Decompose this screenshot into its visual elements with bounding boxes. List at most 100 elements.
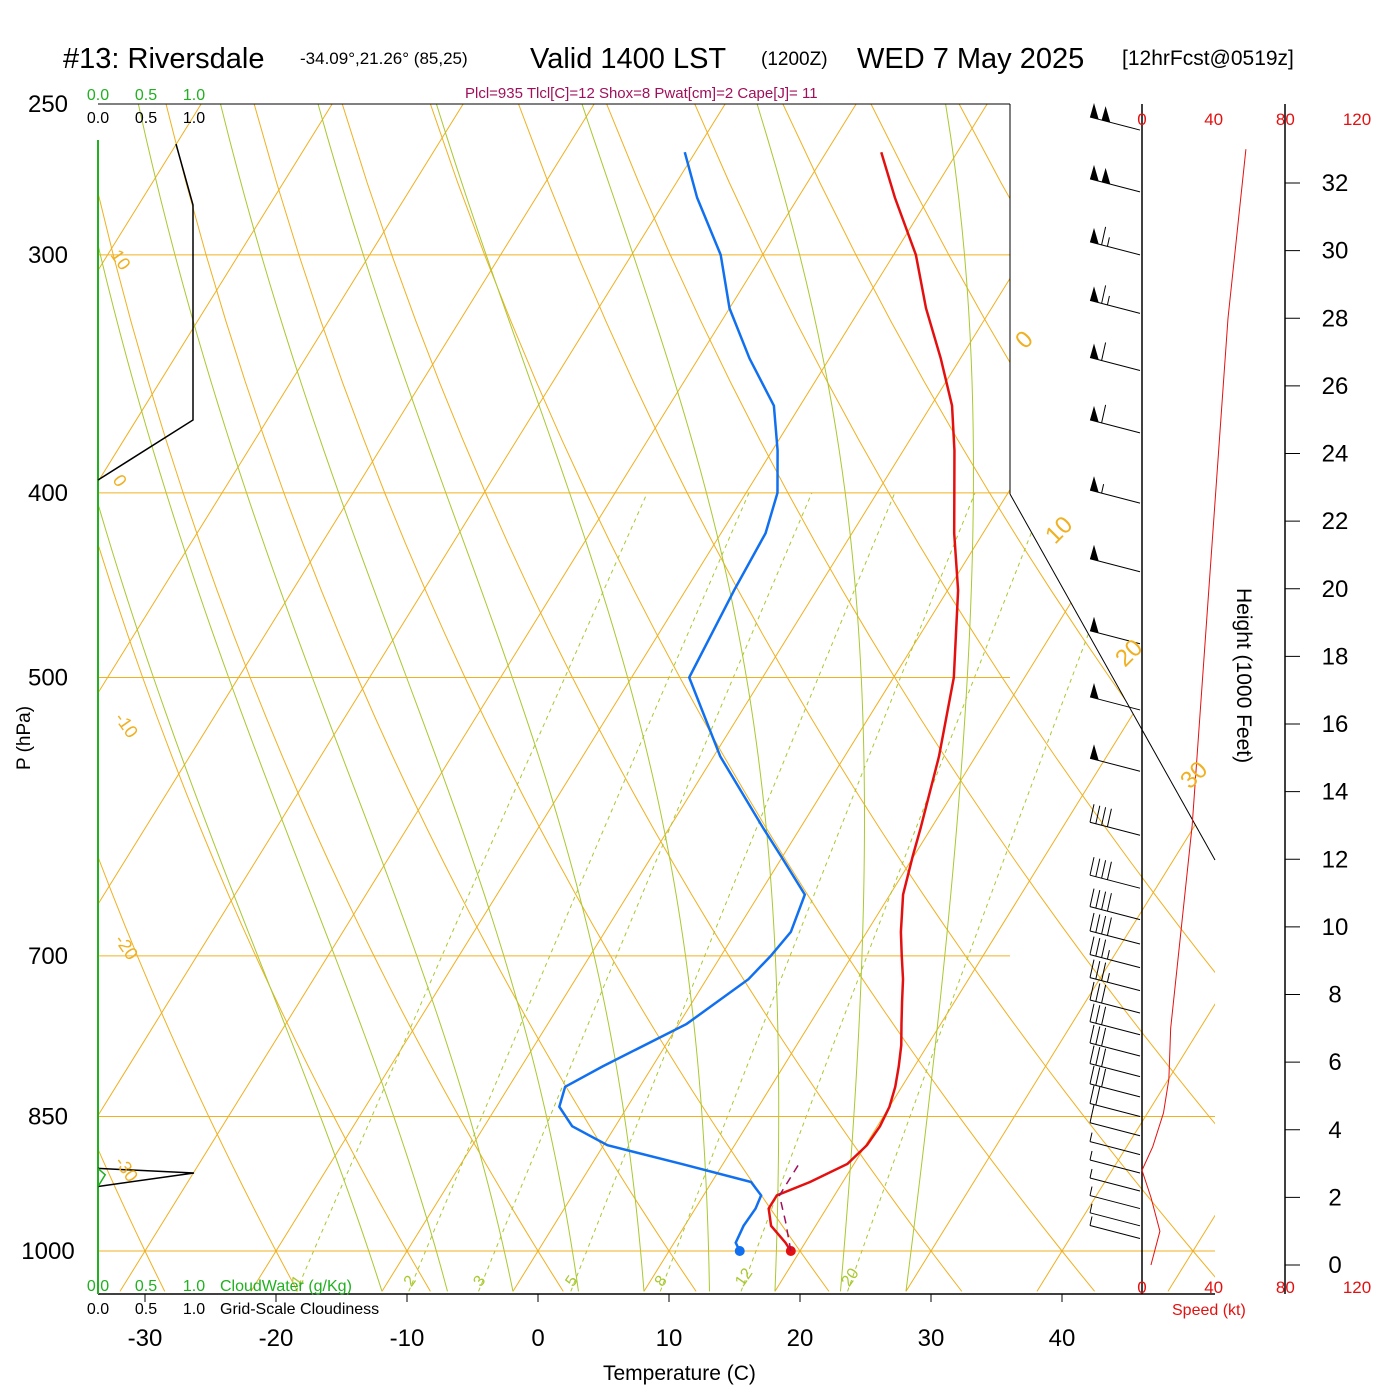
height-tick-label: 18 <box>1322 643 1349 670</box>
speed-tick-label-top: 120 <box>1343 110 1371 129</box>
wind-barb-staff <box>1089 1042 1141 1057</box>
speed-tick-label-bottom: 0 <box>1137 1278 1146 1297</box>
speed-tick-label-bottom: 120 <box>1343 1278 1371 1297</box>
cloudiness-tick-label-top: 0.0 <box>87 110 109 127</box>
wind-barb <box>1089 1045 1141 1078</box>
wind-barb-staff <box>1089 1225 1141 1239</box>
dry-adiabat-line <box>98 104 431 1292</box>
wind-barb-half <box>1089 1132 1093 1142</box>
dry-adiabat-line <box>787 104 1215 1292</box>
wind-barb-staff <box>1089 630 1141 645</box>
wind-barb-feather <box>1089 1003 1095 1022</box>
wind-barb-feather <box>1101 915 1107 935</box>
wind-barb-feather <box>1106 917 1112 936</box>
wind-barb <box>1089 616 1141 645</box>
wind-barb-staff <box>1089 821 1141 836</box>
moist-adiabat-line <box>522 104 780 1292</box>
wind-barb-feather <box>1089 888 1095 907</box>
moist-adiabat-line <box>102 104 514 1292</box>
wind-barb <box>1089 164 1141 193</box>
wind-barb-staff <box>1089 954 1141 969</box>
wind-barb-flag <box>1090 343 1099 360</box>
wind-barb <box>1089 912 1141 945</box>
dry-adiabat-line <box>98 104 564 1292</box>
cloudwater-tick-label-top: 0.0 <box>87 87 109 104</box>
wind-barb-feather <box>1089 804 1095 823</box>
wind-barb-feather <box>1101 939 1107 958</box>
dry-adiabat-line <box>456 104 1215 1292</box>
wind-barb-feather <box>1101 984 1107 1004</box>
wind-barb-staff <box>1089 1141 1141 1156</box>
wind-barb-flag <box>1090 286 1099 303</box>
sounding-parameters: Plcl=935 Tlcl[C]=12 Shox=8 Pwat[cm]=2 Ca… <box>465 85 818 102</box>
wind-barb-staff <box>1089 906 1141 921</box>
height-tick-label: 14 <box>1322 779 1349 806</box>
wind-barb-feather <box>1101 285 1107 304</box>
isotherm-line <box>905 104 1215 1292</box>
wind-barb-feather <box>1095 961 1101 980</box>
dry-adiabat-line <box>621 104 1215 1292</box>
isotherm-line <box>1167 104 1215 1292</box>
wind-barb <box>1089 103 1141 131</box>
cloudwater-line <box>97 1167 107 1187</box>
wind-barb-feather <box>1101 226 1107 245</box>
dry-adiabat-line <box>208 104 830 1292</box>
pressure-axis-label: P (hPa) <box>14 706 35 770</box>
wind-barb-staff <box>1089 999 1141 1014</box>
isotherm-line <box>98 104 448 1292</box>
cloudiness-label: Grid-Scale Cloudiness <box>220 1301 379 1318</box>
wind-barb-half <box>1106 973 1110 983</box>
wind-barb-feather <box>1106 861 1112 880</box>
mixing-ratio-line <box>295 492 648 1292</box>
wind-barb-staff <box>1089 874 1141 889</box>
wind-barb-feather <box>1106 893 1112 912</box>
dry-adiabat-line <box>291 104 963 1292</box>
wind-barb-staff <box>1089 558 1141 573</box>
dry-adiabat-line <box>125 104 697 1292</box>
isotherm-line <box>0 0 54 1291</box>
wind-barb-half <box>1089 1150 1093 1161</box>
wind-barb-staff <box>1089 116 1141 131</box>
wind-barb-flag <box>1090 616 1099 633</box>
isotherm-line <box>98 104 317 1292</box>
pressure-tick-label: 1000 <box>21 1238 74 1265</box>
mixing-ratio-label: 8 <box>652 1273 671 1290</box>
wind-barb <box>1089 226 1141 256</box>
wind-barb <box>1089 804 1141 836</box>
isotherm-line <box>98 104 579 1292</box>
wind-barb-flag <box>1090 405 1099 423</box>
moist-adiabat-line <box>383 104 710 1292</box>
station-title: #13: Riversdale <box>63 43 265 75</box>
speed-tick-label-bottom: 80 <box>1276 1278 1295 1297</box>
isotherm-label-right: 30 <box>1175 756 1213 794</box>
upper-cloudiness-line <box>97 143 194 481</box>
wind-barb <box>1089 959 1141 992</box>
cloudiness-tick-label-bottom: 1.0 <box>183 1301 205 1318</box>
wind-barb-flag <box>1090 744 1099 761</box>
wind-barb-half <box>1106 950 1110 960</box>
wind-barb-flag <box>1090 476 1099 493</box>
wind-barb-feather <box>1101 1068 1107 1087</box>
wind-barb <box>1089 1065 1141 1098</box>
cloudwater-tick-label-top: 0.5 <box>135 87 157 104</box>
wind-barb-feather <box>1095 914 1101 933</box>
temperature-line <box>767 151 960 1252</box>
height-tick-label: 8 <box>1328 982 1341 1009</box>
dry-adiabat-line <box>98 104 299 1292</box>
wind-barb-feather <box>1095 1026 1101 1045</box>
wind-barb-staff <box>1089 1063 1141 1078</box>
moist-adiabat-line <box>905 104 974 1292</box>
wind-barb-feather <box>1089 1065 1095 1084</box>
wind-barb <box>1089 744 1141 772</box>
cloudwater-tick-label-top: 1.0 <box>183 87 205 104</box>
mixing-ratio-line <box>740 492 1048 1292</box>
height-tick-label: 6 <box>1328 1049 1341 1076</box>
mixing-ratio-line <box>570 492 896 1292</box>
wind-barb-staff <box>1089 489 1141 504</box>
wind-barb-feather <box>1089 912 1095 932</box>
wind-barb-staff <box>1089 930 1141 945</box>
isotherm-label: -10 <box>111 709 142 742</box>
dry-adiabat-line <box>98 104 166 1292</box>
moist-adiabat-line <box>271 104 645 1292</box>
